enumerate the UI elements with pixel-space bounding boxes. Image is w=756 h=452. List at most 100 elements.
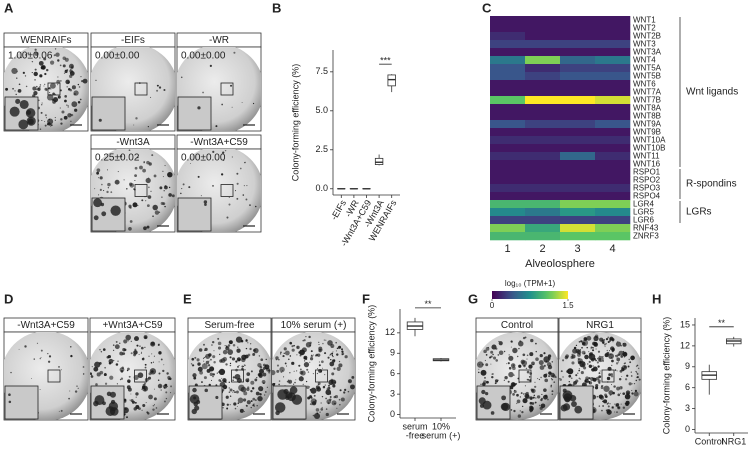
colony: [119, 379, 122, 381]
colony: [134, 401, 137, 404]
colony: [625, 378, 628, 381]
colony: [227, 349, 234, 355]
colony: [534, 381, 536, 383]
tile-title: -Wnt3A+C59: [190, 137, 248, 148]
colony: [336, 366, 341, 372]
heatmap-cell: [560, 192, 596, 201]
colony: [588, 360, 591, 363]
colony: [516, 393, 519, 397]
colony: [143, 335, 148, 340]
inset-colony: [9, 106, 20, 117]
colony: [492, 353, 494, 356]
colony: [236, 182, 239, 185]
heatmap-cell: [525, 32, 561, 41]
colony: [264, 394, 266, 396]
colony: [616, 386, 621, 391]
colony: [492, 356, 497, 360]
colony: [328, 379, 334, 386]
colony: [485, 347, 490, 351]
colony: [47, 360, 51, 363]
colony: [44, 124, 47, 127]
colony: [327, 402, 330, 405]
colony: [234, 407, 237, 410]
colony: [309, 395, 312, 398]
colony: [31, 71, 33, 74]
colony: [326, 388, 328, 390]
colony: [229, 364, 232, 367]
colony: [547, 398, 549, 401]
heatmap-cell: [595, 184, 631, 193]
significance-label: **: [718, 318, 726, 328]
row-label: WNT9B: [633, 128, 661, 137]
colony: [115, 340, 118, 343]
colony: [163, 364, 165, 366]
colony: [523, 364, 526, 368]
colony: [233, 389, 235, 392]
colony: [516, 355, 519, 358]
heatmap-cell: [595, 96, 631, 105]
colony: [322, 367, 324, 369]
colony: [69, 69, 73, 73]
colony: [259, 368, 265, 374]
row-label: WNT6: [633, 80, 656, 89]
colony: [612, 341, 614, 343]
colony: [162, 202, 166, 206]
colony: [252, 352, 256, 356]
colony: [163, 384, 168, 389]
colony: [602, 400, 604, 403]
colony: [351, 375, 355, 379]
colony: [147, 376, 152, 380]
heatmap-cell: [525, 160, 561, 169]
colony: [60, 122, 63, 125]
colony: [199, 370, 203, 375]
colony: [126, 385, 131, 390]
colony: [323, 339, 325, 341]
colony: [606, 351, 610, 355]
colony: [208, 360, 210, 362]
colony: [265, 358, 267, 361]
colony: [5, 87, 9, 91]
colony: [49, 60, 55, 65]
colony: [611, 364, 613, 366]
colony: [135, 392, 139, 396]
colorbar: [492, 291, 568, 299]
colony: [197, 362, 201, 366]
colony: [310, 350, 313, 353]
colony: [543, 356, 550, 363]
heatmap-cell: [560, 72, 596, 81]
colony: [106, 190, 109, 194]
y-tick-label: 2.5: [315, 144, 328, 154]
row-label: RSPO3: [633, 184, 661, 193]
colony: [44, 72, 47, 76]
colony: [291, 348, 295, 352]
inset-colony: [490, 411, 495, 415]
colony: [494, 382, 497, 385]
heatmap-cell: [525, 200, 561, 209]
colony: [630, 355, 635, 361]
colony: [631, 390, 633, 392]
colony: [282, 355, 285, 358]
inset-colony: [204, 203, 207, 206]
colony: [510, 340, 513, 343]
colony: [620, 355, 624, 358]
colony: [222, 388, 225, 391]
inset-colony: [203, 200, 208, 204]
colony: [158, 86, 162, 89]
colony: [575, 344, 578, 347]
colony: [306, 368, 309, 371]
colony: [321, 360, 324, 364]
colony: [610, 375, 614, 378]
tile-title: +Wnt3A+C59: [102, 320, 162, 331]
heatmap-cell: [560, 64, 596, 73]
colony: [229, 362, 232, 365]
colony: [47, 352, 49, 355]
colony: [128, 204, 132, 208]
colony: [549, 371, 552, 374]
heatmap-cell: [560, 96, 596, 105]
colony: [91, 366, 93, 368]
row-label: WNT10A: [633, 136, 666, 145]
colony: [315, 408, 320, 412]
heatmap-cell: [490, 168, 526, 177]
inset-colony: [194, 405, 200, 411]
colony: [230, 84, 233, 87]
